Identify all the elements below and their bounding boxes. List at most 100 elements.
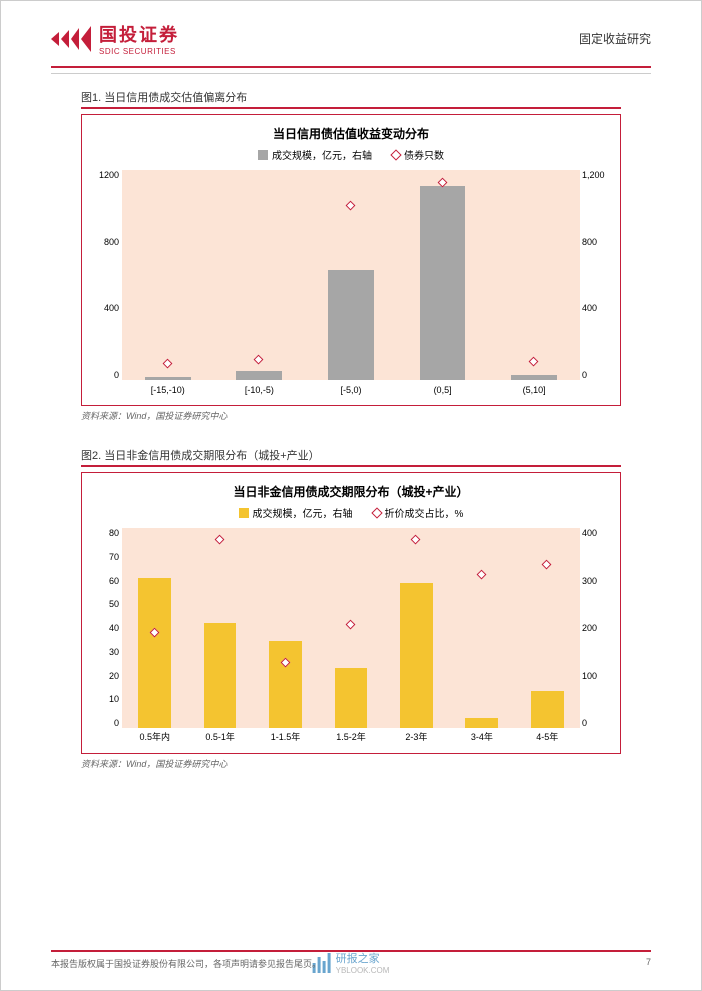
legend-box-icon	[239, 508, 249, 518]
y-tick: 0	[94, 370, 119, 380]
bar	[204, 623, 237, 728]
bar-slot	[122, 528, 187, 728]
y-tick: 200	[582, 623, 612, 633]
bar	[269, 641, 302, 729]
legend-diamond-icon	[390, 149, 401, 160]
x-tick: [-5,0)	[305, 385, 397, 395]
bar	[335, 668, 368, 728]
marker-icon	[346, 620, 356, 630]
x-tick: (0,5]	[397, 385, 489, 395]
y-tick: 0	[582, 718, 612, 728]
page-content: 图1. 当日信用债成交估值偏离分布 当日信用债估值收益变动分布 成交规模，亿元，…	[1, 89, 701, 770]
chart2-y-right: 4003002001000	[582, 528, 612, 728]
x-tick: 1.5-2年	[318, 730, 383, 743]
x-tick: 0.5年内	[122, 730, 187, 743]
logo-text-cn: 国投证券	[99, 21, 179, 47]
bar	[420, 186, 466, 380]
chart2-title: 当日非金信用债成交期限分布（城投+产业）	[92, 483, 610, 500]
chart2-y-left: 80706050403020100	[94, 528, 119, 728]
bar	[531, 691, 564, 729]
logo-text-en: SDIC SECURITIES	[99, 47, 179, 56]
bar-slot	[384, 528, 449, 728]
marker-icon	[162, 359, 172, 369]
bar-slot	[122, 170, 214, 380]
y-tick: 100	[582, 671, 612, 681]
marker-icon	[476, 570, 486, 580]
x-tick: [-15,-10)	[122, 385, 214, 395]
chart1-x-axis: [-15,-10)[-10,-5)[-5,0)(0,5](5,10]	[122, 385, 580, 395]
bar	[145, 377, 191, 381]
legend-diamond-icon	[371, 507, 382, 518]
bar-slot	[318, 528, 383, 728]
chart2-bars	[122, 528, 580, 728]
y-tick: 300	[582, 576, 612, 586]
chart2-plot: 80706050403020100 4003002001000 0.5年内0.5…	[122, 528, 580, 728]
bar	[465, 718, 498, 728]
y-tick: 1,200	[582, 170, 612, 180]
y-tick: 40	[94, 623, 119, 633]
chart2-container: 当日非金信用债成交期限分布（城投+产业） 成交规模，亿元，右轴 折价成交占比，%…	[81, 472, 621, 754]
chart2-x-axis: 0.5年内0.5-1年1-1.5年1.5-2年2-3年3-4年4-5年	[122, 730, 580, 743]
chart1-legend: 成交规模，亿元，右轴 债券只数	[92, 147, 610, 162]
marker-icon	[215, 535, 225, 545]
chart1-title: 当日信用债估值收益变动分布	[92, 125, 610, 142]
x-tick: 1-1.5年	[253, 730, 318, 743]
bar-slot	[488, 170, 580, 380]
chart1-plot: 12008004000 1,2008004000 [-15,-10)[-10,-…	[122, 170, 580, 380]
chart2-legend2-label: 折价成交占比，%	[385, 505, 464, 520]
bar	[400, 583, 433, 728]
marker-icon	[411, 535, 421, 545]
x-tick: (5,10]	[488, 385, 580, 395]
header-subrule	[51, 73, 651, 74]
footer-disclaimer: 本报告版权属于国投证券股份有限公司，各项声明请参见报告尾页。	[51, 957, 321, 970]
chart2-legend-markers: 折价成交占比，%	[373, 505, 464, 520]
y-tick: 80	[94, 528, 119, 538]
bar-slot	[214, 170, 306, 380]
chart2-legend-bars: 成交规模，亿元，右轴	[239, 505, 353, 520]
chart1-legend1-label: 成交规模，亿元，右轴	[272, 147, 372, 162]
chart1-caption-rule	[81, 107, 621, 109]
bar-slot	[305, 170, 397, 380]
x-tick: 2-3年	[384, 730, 449, 743]
page-number: 7	[646, 957, 651, 970]
bar	[511, 375, 557, 380]
y-tick: 800	[94, 237, 119, 247]
chart1-source: 资料来源：Wind，国投证券研究中心	[81, 409, 621, 422]
bar-slot	[253, 528, 318, 728]
x-tick: [-10,-5)	[214, 385, 306, 395]
chart2-caption-rule	[81, 465, 621, 467]
header-rule	[51, 66, 651, 68]
chart1-bars	[122, 170, 580, 380]
bar	[138, 578, 171, 728]
marker-icon	[254, 354, 264, 364]
y-tick: 60	[94, 576, 119, 586]
x-tick: 3-4年	[449, 730, 514, 743]
chart1-legend-markers: 债券只数	[392, 147, 444, 162]
chart1-container: 当日信用债估值收益变动分布 成交规模，亿元，右轴 债券只数 1200800400…	[81, 114, 621, 406]
chart2-source: 资料来源：Wind，国投证券研究中心	[81, 757, 621, 770]
y-tick: 0	[582, 370, 612, 380]
bar-slot	[449, 528, 514, 728]
marker-icon	[346, 200, 356, 210]
y-tick: 400	[94, 303, 119, 313]
chart1-legend2-label: 债券只数	[404, 147, 444, 162]
y-tick: 800	[582, 237, 612, 247]
y-tick: 70	[94, 552, 119, 562]
legend-box-icon	[258, 150, 268, 160]
chart1-legend-bars: 成交规模，亿元，右轴	[258, 147, 372, 162]
bar-slot	[397, 170, 489, 380]
bar	[328, 270, 374, 380]
company-logo: 国投证券 SDIC SECURITIES	[51, 21, 179, 56]
y-tick: 0	[94, 718, 119, 728]
marker-icon	[529, 357, 539, 367]
y-tick: 20	[94, 671, 119, 681]
chart2-legend1-label: 成交规模，亿元，右轴	[253, 505, 353, 520]
header-category: 固定收益研究	[579, 30, 651, 47]
bar-slot	[515, 528, 580, 728]
x-tick: 0.5-1年	[187, 730, 252, 743]
chart1-y-right: 1,2008004000	[582, 170, 612, 380]
bar	[236, 371, 282, 380]
x-tick: 4-5年	[515, 730, 580, 743]
chart2-legend: 成交规模，亿元，右轴 折价成交占比，%	[92, 505, 610, 520]
marker-icon	[542, 560, 552, 570]
